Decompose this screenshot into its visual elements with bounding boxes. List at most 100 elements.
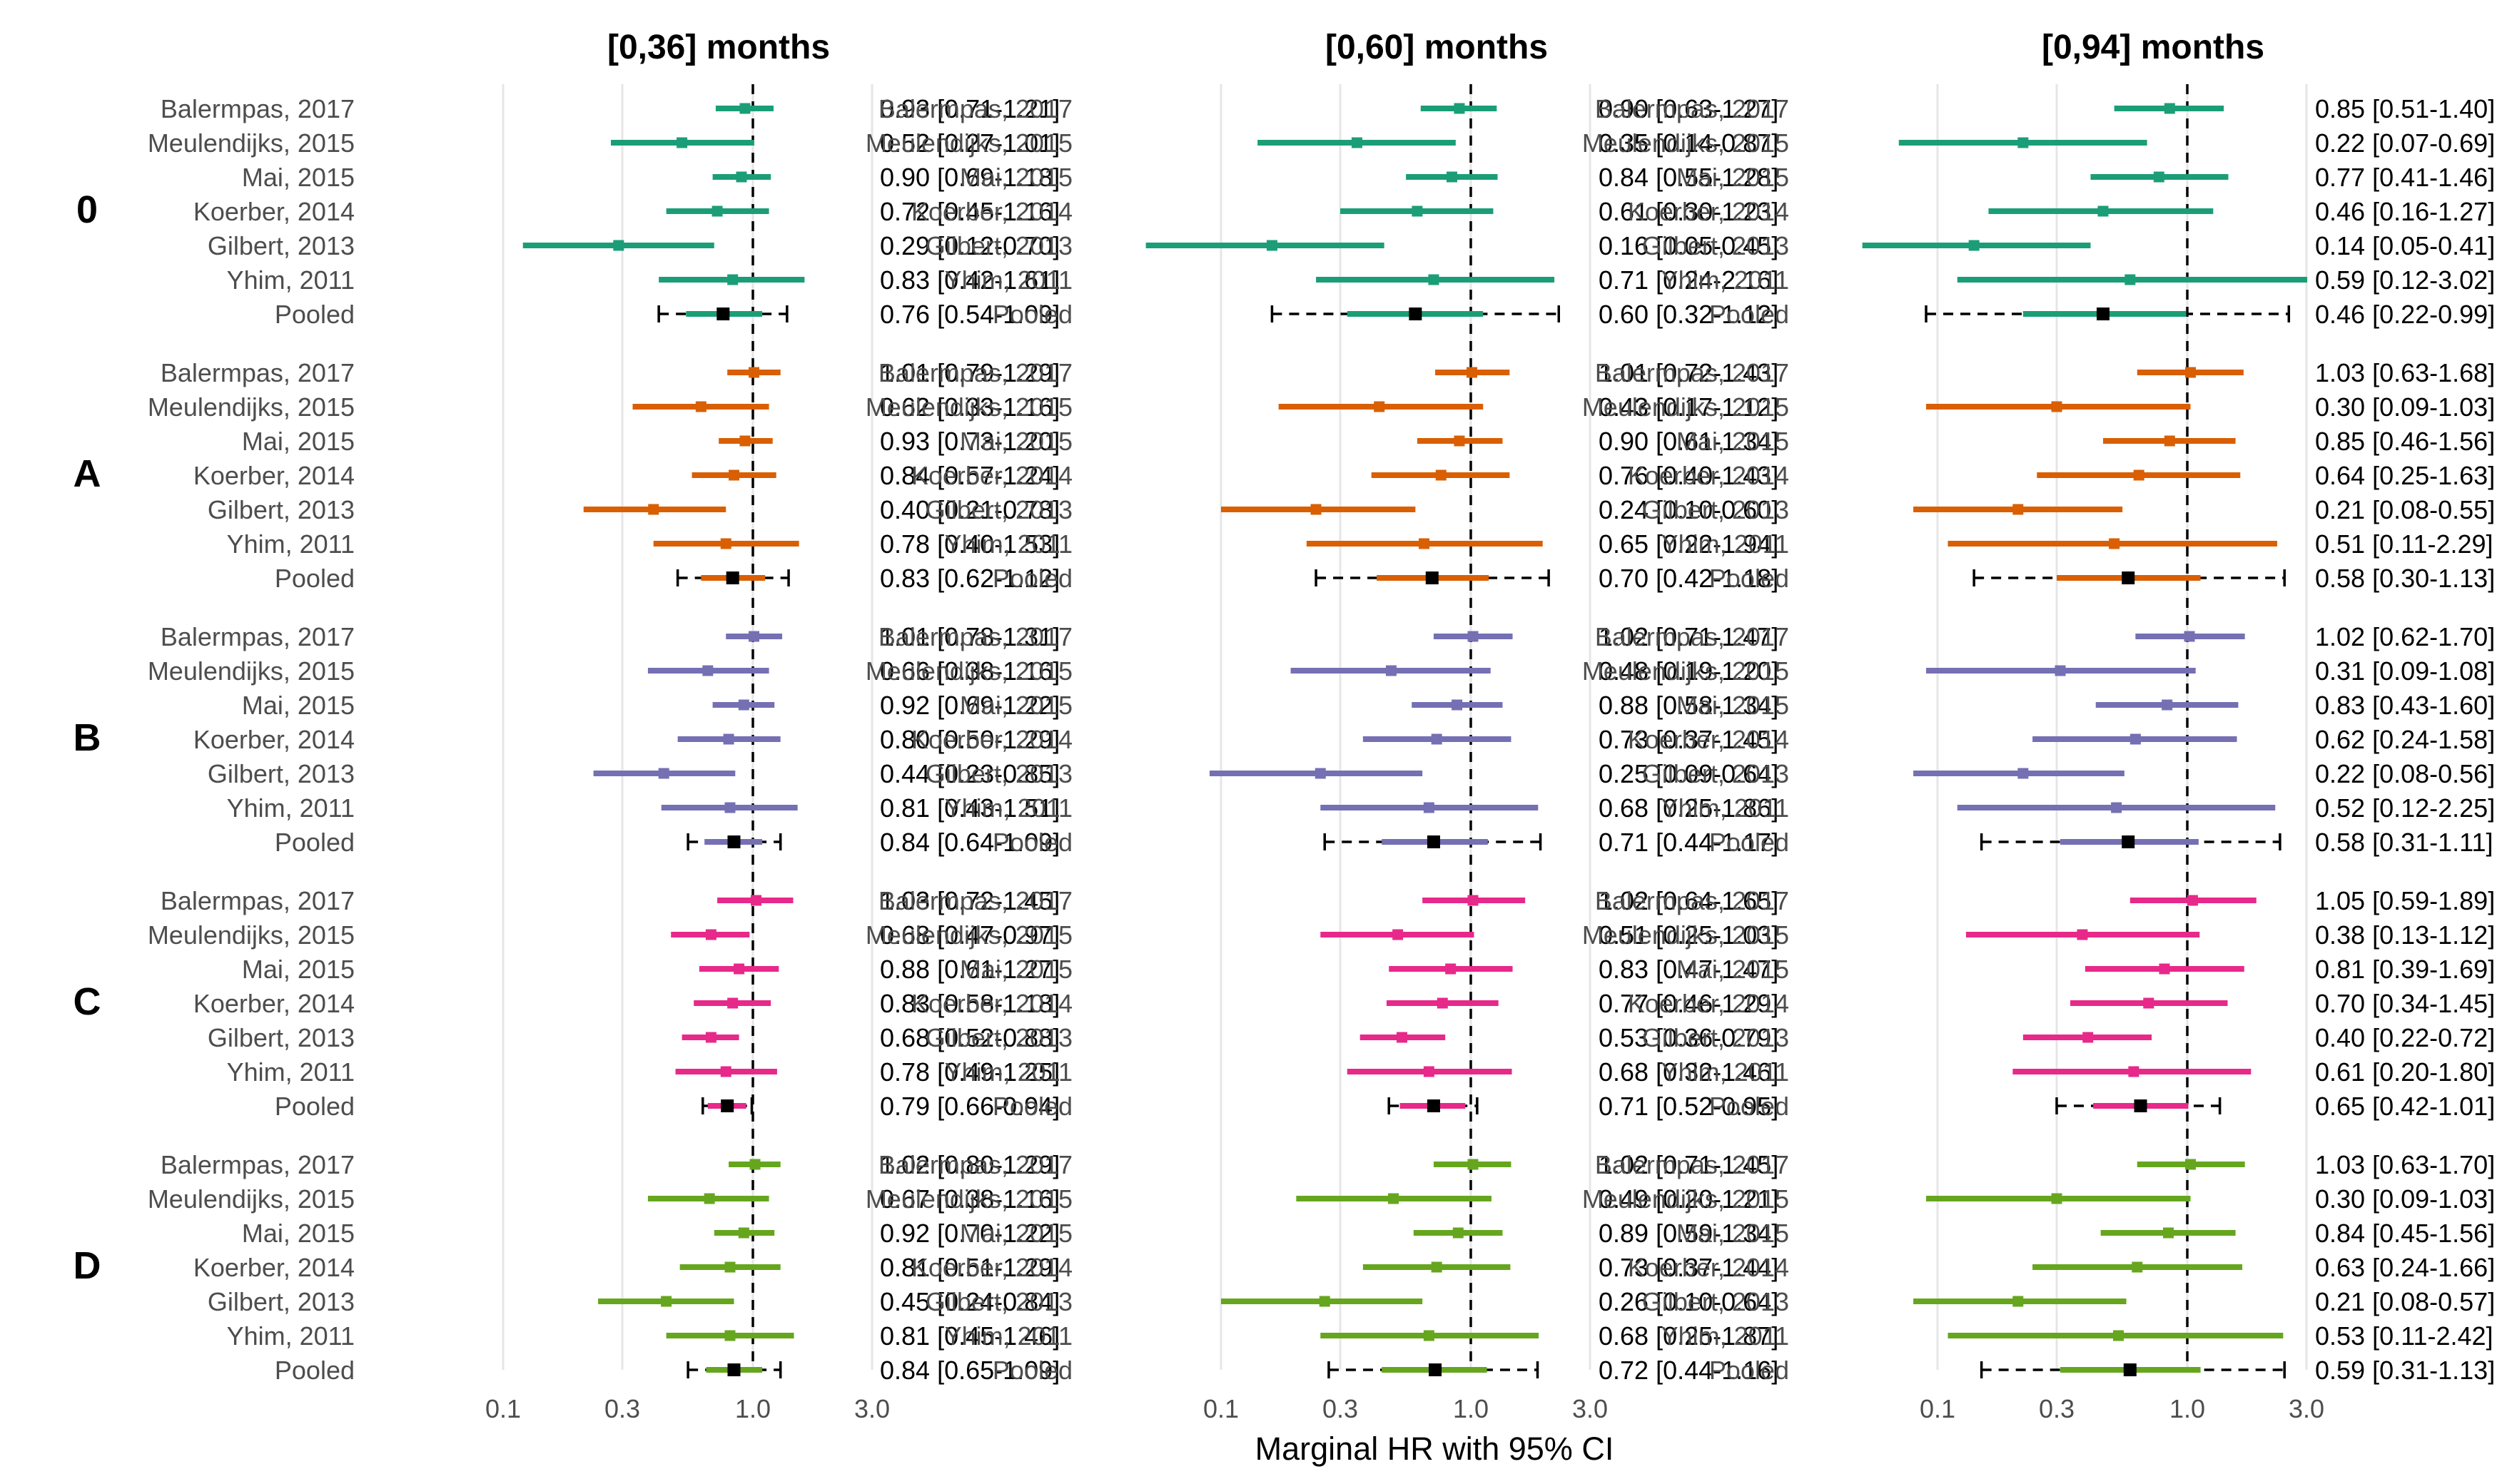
panel-3-group-B-row-3-study-label: Mai, 2015 (1676, 691, 1789, 720)
panel-1-group-0-row-2-point-marker (677, 137, 688, 148)
panel-1-group-C-row-2-value-text: 0.68 [0.47-0.97] (880, 920, 1060, 950)
panel-3-group-C-row-2-study-label: Meulendijks, 2015 (1582, 920, 1789, 950)
panel-2-group-C-row-7-pooled-marker (1427, 1099, 1440, 1112)
panel-2-group-D-row-2-point-marker (1388, 1193, 1399, 1204)
panel-1-group-B-row-6-value-text: 0.81 [0.43-1.51] (880, 793, 1060, 823)
panel-3-group-D-row-6-value-text: 0.53 [0.11-2.42] (2315, 1321, 2493, 1351)
panel-2-group-A-row-6-value-text: 0.65 [0.22-1.94] (1599, 529, 1778, 559)
panel-3-group-0-row-2-study-label: Meulendijks, 2015 (1582, 128, 1789, 158)
panel-2-group-A-row-7-study-label: Pooled (993, 564, 1073, 593)
group-label-A: A (74, 452, 101, 495)
reference-line-layer (751, 84, 2189, 1370)
panel-2-group-C-row-2-study-label: Meulendijks, 2015 (866, 920, 1073, 950)
panel-1-group-A-row-3-value-text: 0.93 [0.73-1.20] (880, 427, 1060, 456)
panel-2-group-A-row-7-pooled-marker (1425, 571, 1439, 584)
panel-1-group-A-row-6-study-label: Yhim, 2011 (227, 529, 355, 559)
panel-1-group-0-row-7-study-label: Pooled (275, 300, 355, 329)
panel-1-group-C-row-5-study-label: Gilbert, 2013 (208, 1023, 355, 1052)
panel-3-group-B-row-3-value-text: 0.83 [0.43-1.60] (2315, 691, 2495, 720)
panel-3-group-A-row-3-study-label: Mai, 2015 (1676, 427, 1789, 456)
group-label-0: 0 (76, 188, 98, 231)
panel-2-group-C-row-4-value-text: 0.77 [0.46-1.29] (1599, 989, 1778, 1018)
panel-2-group-A-row-1-study-label: Balermpas, 2017 (878, 358, 1073, 387)
panel-3-x-tick-label-0.1: 0.1 (1920, 1394, 1955, 1423)
panel-1-group-0-row-5-study-label: Gilbert, 2013 (208, 231, 355, 260)
panel-2-group-B-row-7-pooled-marker (1427, 835, 1440, 848)
panel-3-group-C-row-2-value-text: 0.38 [0.13-1.12] (2315, 920, 2495, 950)
panel-1-group-A-row-4-point-marker (728, 469, 739, 481)
panel-1-group-C-row-6-value-text: 0.78 [0.49-1.25] (880, 1057, 1060, 1087)
panel-1-group-D-row-6-value-text: 0.81 [0.45-1.46] (880, 1321, 1060, 1351)
panel-3-group-D-row-5-study-label: Gilbert, 2013 (1642, 1287, 1789, 1316)
panel-3-group-D-row-2-study-label: Meulendijks, 2015 (1582, 1184, 1789, 1214)
panel-1-group-C-row-7-pooled-marker (721, 1099, 734, 1112)
panel-3-group-D-row-4-point-marker (2132, 1261, 2143, 1273)
panel-1-x-tick-label-0.1: 0.1 (485, 1394, 521, 1423)
panel-2-x-tick-label-3.0: 3.0 (1572, 1394, 1608, 1423)
panel-1-group-C-row-7-value-text: 0.79 [0.66-0.94] (880, 1092, 1060, 1121)
panel-3-group-D-row-1-study-label: Balermpas, 2017 (1595, 1150, 1789, 1179)
panel-2-group-0-row-4-study-label: Koerber, 2014 (911, 197, 1073, 226)
panel-2-group-A-row-4-value-text: 0.76 [0.40-1.43] (1599, 461, 1778, 490)
panel-3-group-D-row-7-pooled-marker (2123, 1363, 2137, 1376)
panel-3-group-D-row-7-value-text: 0.59 [0.31-1.13] (2315, 1356, 2495, 1385)
panel-1-group-C-row-1-value-text: 1.03 [0.72-1.45] (880, 886, 1060, 915)
panel-1-group-D-row-5-value-text: 0.45 [0.24-0.84] (880, 1287, 1060, 1316)
panel-1-group-A-row-6-point-marker (720, 538, 731, 549)
panel-3-group-A-row-6-point-marker (2109, 538, 2120, 549)
panel-2-group-B-row-1-value-text: 1.02 [0.71-1.47] (1599, 622, 1778, 651)
panel-1-group-B-row-1-study-label: Balermpas, 2017 (161, 622, 355, 651)
panel-2-group-B-row-7-study-label: Pooled (993, 828, 1073, 857)
panel-2-group-A-row-6-study-label: Yhim, 2011 (945, 529, 1073, 559)
panel-3-group-0-row-2-point-marker (2017, 137, 2029, 148)
panel-1-group-C-row-7-study-label: Pooled (275, 1092, 355, 1121)
panel-3-group-A-row-4-value-text: 0.64 [0.25-1.63] (2315, 461, 2495, 490)
panel-3-group-B-row-7-value-text: 0.58 [0.31-1.11] (2315, 828, 2493, 857)
panel-1-group-B-row-2-study-label: Meulendijks, 2015 (148, 656, 355, 686)
panel-1-group-B-row-7-pooled-marker (727, 835, 741, 848)
panel-2-group-C-row-3-value-text: 0.83 [0.47-1.47] (1599, 955, 1778, 984)
panel-1-group-0-row-4-point-marker (711, 205, 723, 217)
panel-3-group-B-row-3-point-marker (2162, 699, 2173, 711)
panel-3-group-B-row-6-study-label: Yhim, 2011 (1661, 793, 1789, 823)
panel-2-group-D-row-1-value-text: 1.02 [0.71-1.45] (1599, 1150, 1778, 1179)
panel-1-group-B-row-1-point-marker (749, 631, 760, 642)
panel-2-group-D-row-3-study-label: Mai, 2015 (960, 1219, 1073, 1248)
panel-2-group-C-row-3-point-marker (1445, 963, 1457, 975)
panel-3-group-A-row-6-value-text: 0.51 [0.11-2.29] (2315, 529, 2493, 559)
marks-layer (522, 103, 2308, 1378)
panel-1-group-B-row-4-study-label: Koerber, 2014 (193, 725, 355, 754)
panel-1-group-B-row-5-study-label: Gilbert, 2013 (208, 759, 355, 788)
panel-3-group-D-row-3-point-marker (2162, 1227, 2174, 1239)
panel-3-group-D-row-4-value-text: 0.63 [0.24-1.66] (2315, 1253, 2495, 1282)
panel-3-group-0-row-1-point-marker (2164, 103, 2175, 114)
panel-1-group-D-row-4-value-text: 0.81 [0.51-1.29] (880, 1253, 1060, 1282)
panel-2-group-B-row-4-value-text: 0.73 [0.37-1.45] (1599, 725, 1778, 754)
panel-3-group-0-row-6-value-text: 0.59 [0.12-3.02] (2315, 265, 2495, 295)
panel-2-group-D-row-6-point-marker (1423, 1330, 1434, 1341)
panel-1-group-D-row-3-study-label: Mai, 2015 (242, 1219, 355, 1248)
panel-1-group-B-row-4-value-text: 0.80 [0.50-1.29] (880, 725, 1060, 754)
panel-3-x-tick-label-0.3: 0.3 (2039, 1394, 2075, 1423)
panel-2-group-A-row-2-point-marker (1374, 401, 1385, 412)
panel-2-group-B-row-2-point-marker (1385, 665, 1397, 676)
panel-3-group-B-row-1-value-text: 1.02 [0.62-1.70] (2315, 622, 2495, 651)
panel-2-group-C-row-6-value-text: 0.68 [0.32-1.46] (1599, 1057, 1778, 1087)
panel-2-group-B-row-4-point-marker (1431, 733, 1442, 745)
panel-3-group-A-row-4-point-marker (2133, 469, 2144, 481)
panel-3-group-A-row-7-pooled-marker (2122, 571, 2135, 584)
panel-2-group-B-row-5-value-text: 0.25 [0.09-0.64] (1599, 759, 1778, 788)
panel-1-group-D-row-6-study-label: Yhim, 2011 (227, 1321, 355, 1351)
panel-3-group-C-row-6-study-label: Yhim, 2011 (1661, 1057, 1789, 1087)
panel-3-group-D-row-1-point-marker (2184, 1159, 2196, 1170)
panel-1-group-D-row-5-study-label: Gilbert, 2013 (208, 1287, 355, 1316)
panel-2-group-C-row-6-study-label: Yhim, 2011 (945, 1057, 1073, 1087)
panel-2-group-B-row-4-study-label: Koerber, 2014 (911, 725, 1073, 754)
panel-2-group-A-row-3-point-marker (1454, 435, 1465, 447)
panel-1-group-D-row-7-value-text: 0.84 [0.65-1.09] (880, 1356, 1060, 1385)
panel-1-group-C-row-6-study-label: Yhim, 2011 (227, 1057, 355, 1087)
panel-1-group-C-row-5-value-text: 0.68 [0.52-0.88] (880, 1023, 1060, 1052)
panel-1-group-B-row-2-point-marker (702, 665, 714, 676)
text-layer: 0.1 0.3 1.0 3.0 [0,36] months 0 Balermpas, 201… (74, 29, 2496, 1423)
panel-2-group-C-row-6-point-marker (1423, 1066, 1434, 1077)
